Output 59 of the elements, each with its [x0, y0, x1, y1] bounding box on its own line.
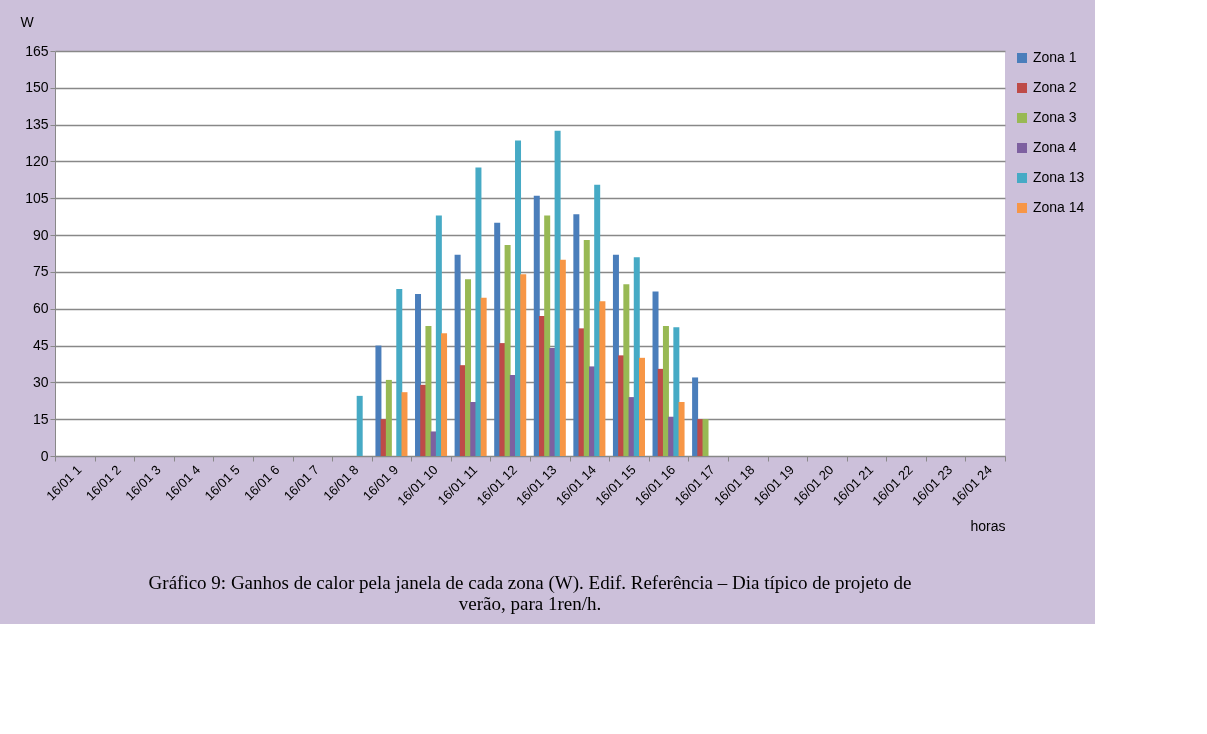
y-tick-label: 165 — [25, 42, 49, 59]
bar — [559, 259, 566, 456]
legend-label: Zona 4 — [1033, 139, 1077, 155]
bar — [441, 333, 448, 456]
text: Gráfico 9: Ganhos de calor pela janela de cada zona (W). Edif. Referência – Dia típico de projeto de verão, para 1ren/h. — [148, 571, 912, 614]
legend-label: Zona 13 — [1033, 169, 1085, 185]
y-tick-label: 120 — [25, 152, 49, 169]
bar — [520, 274, 527, 456]
bar — [356, 395, 363, 456]
bar — [480, 297, 487, 456]
bar — [504, 244, 511, 456]
bar — [549, 348, 556, 456]
bar — [623, 284, 630, 456]
legend-label: Zona 1 — [1033, 49, 1077, 65]
bar — [494, 222, 501, 456]
bar — [396, 289, 403, 456]
bar — [612, 254, 619, 456]
bar — [475, 167, 482, 456]
legend-label: Zona 14 — [1033, 199, 1085, 215]
bar — [573, 214, 580, 456]
y-tick-label: 45 — [32, 337, 49, 354]
bar — [594, 184, 601, 456]
bar — [673, 327, 680, 456]
x-axis-title: horas — [970, 518, 1006, 535]
bar — [662, 325, 669, 456]
y-tick-label: 150 — [25, 79, 49, 96]
bar — [499, 343, 506, 456]
legend-label: Zona 2 — [1033, 79, 1077, 95]
y-tick-label: 75 — [32, 263, 49, 280]
bar — [599, 301, 606, 456]
bar — [415, 294, 422, 456]
bar — [385, 379, 392, 456]
y-tick-label: 60 — [32, 300, 49, 317]
bar — [465, 279, 472, 456]
y-tick-label: 15 — [32, 410, 49, 427]
y-tick-label: 0 — [40, 447, 49, 464]
bar — [454, 254, 461, 456]
bar — [401, 392, 408, 456]
bar — [435, 215, 442, 456]
y-tick-label: 30 — [32, 373, 49, 390]
bar — [425, 325, 432, 456]
bar — [515, 140, 522, 456]
bar — [544, 215, 551, 456]
bar — [638, 357, 645, 456]
bar — [702, 419, 709, 456]
bar — [554, 130, 561, 456]
bar — [583, 240, 590, 456]
bar — [533, 195, 540, 456]
bar — [375, 345, 382, 456]
bar — [652, 291, 659, 456]
y-tick-label: 135 — [25, 116, 49, 133]
legend-label: Zona 3 — [1033, 109, 1077, 125]
bar — [692, 377, 699, 456]
bar — [678, 402, 685, 456]
bar — [697, 419, 704, 456]
y-tick-label: 90 — [32, 226, 49, 243]
y-tick-label: 105 — [25, 189, 49, 206]
y-axis-title: W — [20, 13, 35, 30]
bar — [633, 257, 640, 456]
